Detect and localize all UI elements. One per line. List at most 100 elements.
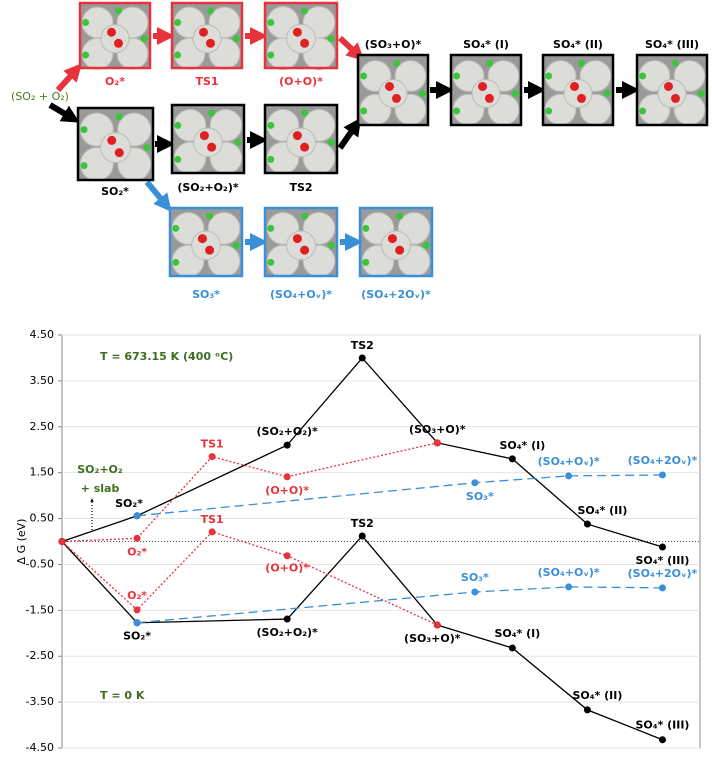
atom-green — [82, 19, 90, 26]
data-point — [508, 455, 516, 463]
atom — [100, 24, 130, 54]
point-label: TS1 — [201, 438, 224, 451]
panel-border — [263, 206, 339, 278]
panel-border — [449, 53, 523, 127]
atom-red — [300, 142, 310, 152]
atom-red — [392, 93, 401, 103]
scheme-panel — [263, 103, 339, 175]
data-point — [583, 706, 591, 714]
data-point — [58, 538, 66, 545]
atom — [381, 230, 411, 261]
data-point — [433, 439, 441, 447]
y-tick-label: 0.50 — [30, 512, 55, 525]
point-label: SO₂* — [123, 630, 151, 643]
scheme-panel — [170, 1, 244, 70]
panel-label: SO₄* (II) — [553, 38, 603, 51]
atom-green — [140, 35, 148, 43]
data-point — [208, 453, 216, 461]
data-point — [658, 736, 666, 744]
atom-green — [82, 51, 90, 59]
data-point — [133, 619, 141, 627]
atom-green — [267, 155, 275, 163]
atom-red — [207, 142, 217, 152]
data-point — [283, 615, 291, 623]
atom-green — [486, 59, 493, 67]
panel-label: SO₃* — [192, 288, 220, 301]
data-point — [583, 520, 591, 528]
panel-border — [635, 53, 709, 127]
atom-red — [300, 38, 310, 48]
panel-label: SO₄* (I) — [463, 38, 509, 51]
data-point — [133, 534, 141, 542]
data-point — [471, 588, 479, 596]
atom-green — [422, 241, 430, 249]
atom-red — [199, 27, 208, 37]
point-label: (SO₄+2Oᵥ)* — [628, 454, 698, 467]
scheme-panel — [263, 1, 339, 71]
y-tick-label: -4.50 — [26, 741, 54, 754]
atom-red — [197, 234, 207, 244]
data-point — [658, 471, 666, 479]
atom-green — [578, 59, 585, 67]
point-label: TS2 — [351, 517, 374, 530]
atom-red — [478, 82, 487, 91]
series-line — [61, 356, 663, 548]
reactant-label: (SO₂ + O₂) — [11, 90, 69, 103]
scheme-panel — [635, 53, 709, 127]
atom-green — [362, 258, 370, 266]
panel-border — [170, 1, 244, 70]
annotation: SO₂+O₂ — [77, 463, 123, 476]
data-point — [471, 479, 479, 487]
annotation: T = 673.15 K (400 ᵒC) — [100, 350, 233, 363]
data-point — [283, 441, 291, 449]
atom-red — [206, 38, 215, 48]
atom-green — [115, 7, 122, 15]
atom-green — [267, 224, 275, 232]
atom — [192, 24, 222, 54]
point-label: SO₄* (II) — [572, 689, 622, 702]
panel-label: (O+O)* — [279, 75, 323, 88]
scheme-arrows — [48, 27, 640, 251]
atom-green — [267, 121, 275, 129]
data-point — [508, 644, 516, 652]
point-label: SO₃* — [461, 571, 489, 584]
point-label: O₂* — [127, 589, 147, 602]
panel-border — [168, 206, 244, 278]
y-tick-label: 1.50 — [30, 466, 55, 479]
data-point — [565, 583, 573, 591]
atom-red — [577, 93, 586, 103]
point-label: (O+O)* — [265, 562, 309, 575]
atom-green — [207, 7, 214, 15]
atom — [286, 23, 316, 54]
panel-border — [78, 1, 152, 70]
atom-green — [362, 224, 370, 232]
point-label: (SO₄+Oᵥ)* — [538, 566, 600, 579]
data-point — [283, 552, 291, 560]
point-label: (SO₂+O₂)* — [257, 626, 319, 639]
data-point — [565, 472, 573, 480]
point-label: SO₄* (II) — [577, 504, 627, 517]
atom-green — [639, 72, 647, 80]
annotation: T = 0 K — [100, 689, 145, 702]
data-point — [133, 512, 141, 520]
point-label: SO₄* (III) — [635, 719, 689, 732]
atom-green — [174, 155, 182, 163]
y-tick-label: -2.50 — [26, 649, 54, 662]
scheme-panel — [78, 1, 152, 70]
panel-label: (SO₃+O)* — [365, 38, 422, 51]
scheme-panel — [168, 206, 244, 278]
atom-red — [114, 148, 124, 158]
atom-green — [360, 107, 368, 115]
point-label: (SO₄+2Oᵥ)* — [628, 567, 698, 580]
atom-red — [664, 82, 673, 91]
point-label: SO₄* (I) — [499, 439, 545, 452]
series-line — [61, 531, 438, 626]
atom-green — [174, 19, 182, 26]
atom-red — [107, 27, 116, 37]
atom-green — [327, 138, 335, 146]
atom-green — [453, 107, 461, 115]
atom-red — [300, 245, 310, 255]
atom — [286, 127, 316, 158]
atom-green — [418, 90, 426, 97]
point-label: (SO₃+O)* — [404, 632, 461, 645]
